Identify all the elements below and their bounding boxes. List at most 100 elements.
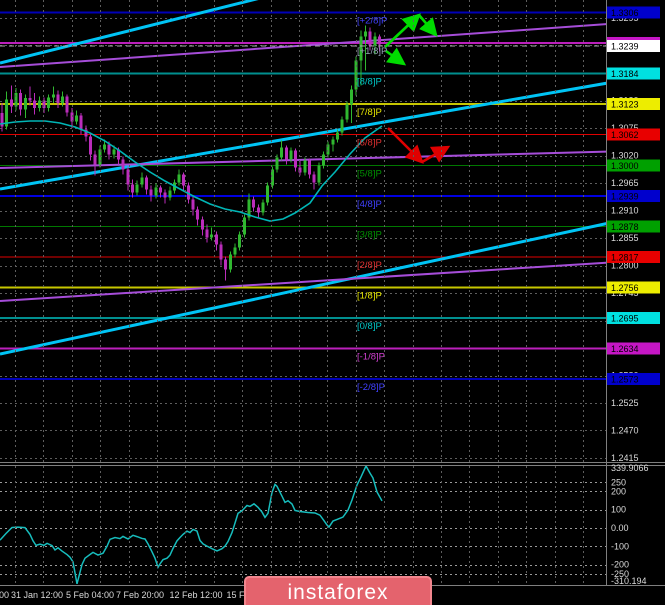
candle-body [359, 36, 363, 61]
price-tick-label: 1.2800 [611, 261, 639, 271]
price-line-tag-value: 1.2878 [611, 222, 639, 232]
grid-horizontal [0, 18, 606, 459]
pane-dividers [0, 0, 665, 586]
indicator-level-label: 100 [611, 505, 626, 515]
price-line-tag-value: 1.3184 [611, 69, 639, 79]
candle-body [93, 154, 97, 165]
candle-body [224, 259, 228, 270]
price-line-tag [607, 67, 660, 80]
time-tick-label: 12 Feb 12:00 [169, 590, 222, 600]
candle-body [65, 96, 69, 113]
candle-body [228, 254, 232, 270]
murrey-level-label: [5/8]P [357, 169, 382, 180]
price-axis[interactable]: 1.32951.32401.31851.31301.30751.30201.29… [607, 6, 660, 464]
price-tick-label: 1.2525 [611, 398, 639, 408]
price-line-tag [607, 40, 660, 52]
candle-body [200, 219, 204, 230]
candle-body [242, 217, 246, 235]
trend-line-cyan[interactable] [0, 0, 665, 65]
time-axis[interactable]: 00 31 Jan 12:00 5 Feb 04:00 7 Feb 20:00 12 F… [0, 590, 280, 600]
trend-line-violet[interactable] [0, 20, 665, 68]
trend-line-cyan[interactable] [0, 211, 665, 356]
candle-series [0, 25, 381, 281]
candle-body [317, 165, 321, 183]
indicator-levels [0, 482, 606, 575]
candle-body [9, 99, 13, 107]
murrey-level-label: [6/8]P [357, 138, 382, 149]
indicator-line [0, 466, 383, 585]
candle-body [280, 147, 284, 158]
indicator-level-label: -200 [611, 560, 629, 570]
indicator-level-label: 0.00 [611, 523, 629, 533]
price-line-tag [607, 6, 660, 19]
candle-body [294, 150, 298, 168]
price-line-tag-value: 1.2756 [611, 283, 639, 293]
murrey-level-label: [1/8]P [357, 291, 382, 302]
candle-body [214, 234, 218, 245]
candle-body [233, 247, 237, 255]
price-line-tag [607, 98, 660, 110]
candle-body [196, 209, 200, 220]
candle-body [75, 115, 79, 122]
candle-body [266, 185, 270, 203]
candle-body [79, 115, 83, 130]
murrey-level-label: [+2/8]P [357, 16, 387, 27]
candle-body [336, 132, 340, 140]
price-line-tag-value: 1.3123 [611, 100, 639, 110]
price-line-tag [607, 220, 660, 233]
candle-body [5, 99, 9, 127]
candle-body [270, 169, 274, 186]
murrey-level-label: [4/8]P [357, 199, 382, 210]
forecast-arrow-red[interactable] [421, 145, 451, 164]
murrey-level-label: [2/8]P [357, 260, 382, 271]
candle-body [256, 207, 260, 213]
candle-body [261, 202, 265, 213]
time-tick-label: 00 [0, 590, 9, 600]
candle-body [373, 36, 377, 46]
candle-body [289, 150, 293, 160]
trend-line-violet[interactable] [0, 259, 665, 302]
instaforex-watermark: instaforex [244, 576, 432, 605]
candle-body [252, 199, 256, 208]
murrey-level-label: [7/8]P [357, 107, 382, 118]
candle-body [163, 192, 167, 198]
price-tick-label: 1.2965 [611, 178, 639, 188]
candle-body [298, 167, 302, 173]
forecast-arrow-green[interactable] [418, 14, 438, 37]
indicator-min-label: -310.194 [611, 576, 647, 586]
candle-body [70, 112, 74, 122]
candle-body [135, 184, 139, 193]
price-tick-label: 1.2415 [611, 453, 639, 463]
candle-body [23, 98, 27, 110]
trend-line-cyan[interactable] [0, 73, 665, 191]
candle-body [144, 177, 148, 190]
murrey-level-label: [-2/8]P [357, 382, 385, 393]
candle-body [368, 31, 372, 46]
trend-line-violet[interactable] [0, 150, 665, 169]
murrey-level-label: [-1/8]P [357, 352, 385, 363]
candle-body [149, 189, 153, 196]
price-tick-label: 1.3020 [611, 151, 639, 161]
forecast-arrow-green[interactable] [385, 47, 407, 66]
price-line-tag-value: 1.2695 [611, 314, 639, 324]
candle-body [168, 190, 172, 198]
candle-body [186, 185, 190, 200]
candle-body [238, 234, 242, 248]
price-line-tag [607, 312, 660, 324]
indicator-level-label: 250 [611, 477, 626, 487]
candle-body [205, 229, 209, 238]
price-line-tag-value: 1.2817 [611, 253, 639, 263]
murrey-levels [0, 11, 606, 380]
candle-body [340, 119, 344, 133]
price-line-tag [607, 342, 660, 355]
forecast-arrow-red[interactable] [387, 127, 424, 164]
moving-average-line[interactable] [0, 120, 383, 222]
price-line-tag-value: 1.3000 [611, 161, 639, 171]
candle-body [275, 157, 279, 170]
candle-body [322, 154, 326, 166]
candle-body [117, 149, 120, 160]
candle-body [98, 149, 102, 165]
